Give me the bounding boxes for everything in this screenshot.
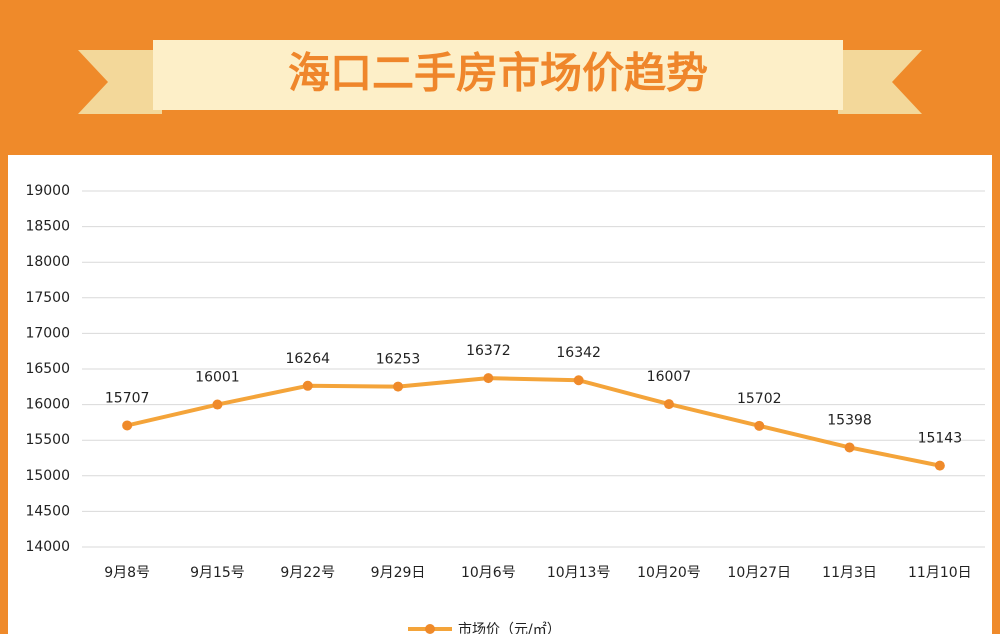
marker — [844, 442, 855, 453]
data-label: 16001 — [195, 370, 240, 386]
data-label: 15143 — [918, 431, 963, 447]
marker — [934, 460, 945, 471]
marker — [302, 380, 313, 391]
x-tick-label: 10月6号 — [461, 565, 516, 581]
x-tick-label: 10月20号 — [637, 565, 701, 581]
data-label: 16342 — [556, 345, 601, 361]
y-tick-label: 17500 — [25, 290, 70, 306]
y-tick-label: 15500 — [25, 432, 70, 448]
y-tick-label: 14500 — [25, 503, 70, 519]
chart-title: 海口二手房市场价趋势 — [288, 49, 708, 98]
ribbon-left — [78, 50, 162, 114]
y-tick-label: 19000 — [25, 183, 70, 199]
banner — [153, 40, 843, 110]
x-tick-label: 11月10日 — [908, 565, 972, 581]
marker — [754, 420, 765, 431]
x-tick-label: 9月15号 — [190, 565, 245, 581]
marker — [483, 373, 494, 384]
data-label: 15702 — [737, 391, 782, 407]
x-tick-label: 9月22号 — [280, 565, 335, 581]
marker — [122, 420, 133, 431]
y-tick-label: 14000 — [25, 539, 70, 555]
data-label: 16253 — [376, 352, 421, 368]
legend-marker — [425, 624, 435, 634]
x-tick-label: 9月8号 — [104, 565, 150, 581]
y-tick-label: 16500 — [25, 361, 70, 377]
legend-label: 市场价（元/㎡） — [458, 621, 561, 634]
marker — [663, 399, 674, 410]
data-label: 15398 — [827, 412, 872, 428]
data-label: 15707 — [105, 390, 150, 406]
x-tick-label: 10月27日 — [727, 565, 791, 581]
y-tick-label: 15000 — [25, 468, 70, 484]
x-tick-label: 10月13号 — [547, 565, 611, 581]
x-tick-label: 9月29日 — [371, 565, 426, 581]
y-tick-label: 17000 — [25, 325, 70, 341]
marker — [212, 399, 223, 410]
y-tick-label: 18000 — [25, 254, 70, 270]
marker — [393, 381, 404, 392]
data-label: 16264 — [285, 351, 330, 367]
y-tick-label: 18500 — [25, 219, 70, 235]
y-tick-label: 16000 — [25, 397, 70, 413]
marker — [573, 375, 584, 386]
x-tick-label: 11月3日 — [822, 565, 877, 581]
line — [126, 376, 941, 468]
data-label: 16372 — [466, 343, 511, 359]
panel — [8, 155, 992, 634]
data-label: 16007 — [647, 369, 692, 385]
ribbon-right — [838, 50, 922, 114]
